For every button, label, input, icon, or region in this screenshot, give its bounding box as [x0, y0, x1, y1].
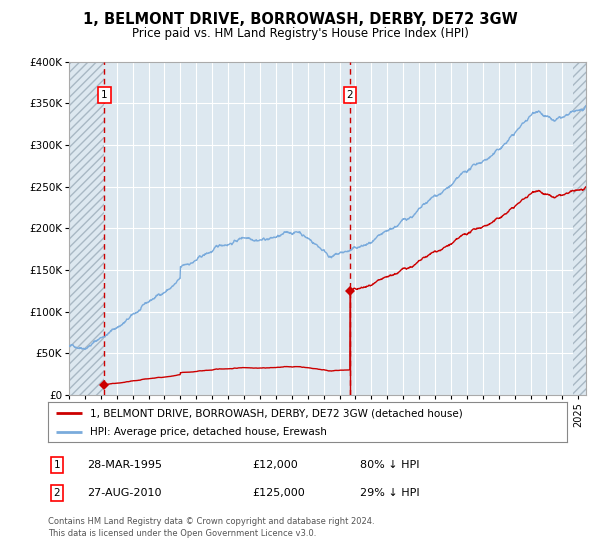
Text: 1: 1: [53, 460, 61, 470]
Bar: [574, 62, 586, 395]
Bar: [69, 62, 104, 395]
Text: HPI: Average price, detached house, Erewash: HPI: Average price, detached house, Erew…: [89, 427, 326, 437]
Text: 27-AUG-2010: 27-AUG-2010: [87, 488, 161, 498]
Text: Contains HM Land Registry data © Crown copyright and database right 2024.
This d: Contains HM Land Registry data © Crown c…: [48, 517, 374, 538]
Text: £12,000: £12,000: [252, 460, 298, 470]
Text: Price paid vs. HM Land Registry's House Price Index (HPI): Price paid vs. HM Land Registry's House …: [131, 27, 469, 40]
Text: 2: 2: [347, 90, 353, 100]
Text: 28-MAR-1995: 28-MAR-1995: [87, 460, 162, 470]
Text: 80% ↓ HPI: 80% ↓ HPI: [360, 460, 419, 470]
Text: 29% ↓ HPI: 29% ↓ HPI: [360, 488, 419, 498]
Text: 1: 1: [101, 90, 108, 100]
Text: 2: 2: [53, 488, 61, 498]
Text: £125,000: £125,000: [252, 488, 305, 498]
Text: 1, BELMONT DRIVE, BORROWASH, DERBY, DE72 3GW (detached house): 1, BELMONT DRIVE, BORROWASH, DERBY, DE72…: [89, 408, 462, 418]
Text: 1, BELMONT DRIVE, BORROWASH, DERBY, DE72 3GW: 1, BELMONT DRIVE, BORROWASH, DERBY, DE72…: [83, 12, 517, 27]
